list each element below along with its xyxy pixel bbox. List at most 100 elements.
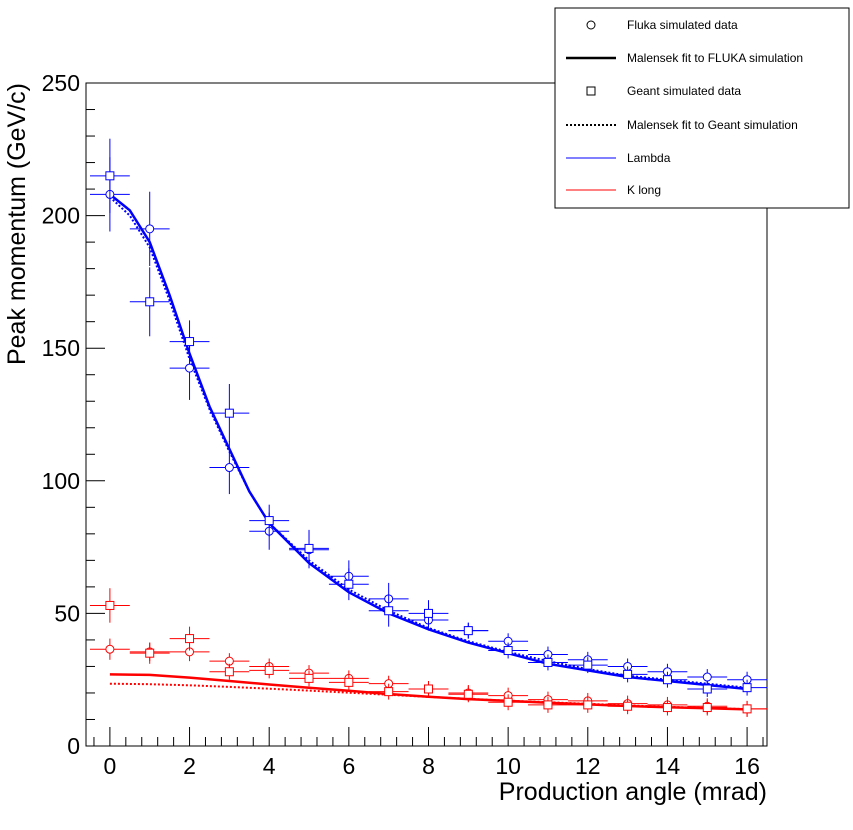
x-tick-label: 4: [263, 753, 276, 779]
data-point: [249, 662, 290, 679]
data-point: [209, 663, 250, 680]
legend-label: Fluka simulated data: [627, 18, 738, 32]
square-marker: [304, 673, 314, 683]
data-point: [249, 504, 290, 537]
circle-marker: [224, 463, 234, 473]
square-marker: [583, 700, 593, 710]
data-point: [727, 679, 767, 696]
x-tick-label: 14: [655, 753, 681, 779]
legend-label: Malensek fit to FLUKA simulation: [627, 51, 803, 65]
square-marker: [224, 667, 234, 677]
square-marker: [145, 297, 155, 307]
data-point: [368, 683, 409, 700]
y-tick-label: 0: [67, 733, 80, 759]
legend-entry: Malensek fit to Geant simulation: [566, 118, 798, 132]
square-marker: [463, 689, 473, 699]
x-tick-label: 0: [103, 753, 116, 779]
square-marker: [304, 543, 314, 553]
data-point: [488, 694, 529, 711]
data-point: [488, 642, 529, 659]
x-tick-label: 16: [734, 753, 760, 779]
legend-entry: K long: [566, 183, 661, 197]
data-point: [169, 626, 210, 651]
plot-frame: [85, 82, 768, 747]
data-point: [687, 699, 728, 716]
square-marker: [583, 660, 593, 670]
square-marker: [145, 648, 155, 658]
legend-box: [554, 7, 850, 209]
data-point: [408, 600, 449, 627]
data-point: [89, 588, 130, 623]
square-marker: [185, 337, 195, 347]
legend-label: Malensek fit to Geant simulation: [627, 118, 798, 132]
legend-circle-icon: [586, 20, 596, 30]
square-marker: [344, 677, 354, 687]
x-tick-label: 10: [495, 753, 521, 779]
data-point: [607, 698, 648, 715]
data-point: [647, 699, 688, 716]
plot-data: [89, 138, 767, 717]
data-point: [129, 642, 170, 664]
square-marker: [702, 684, 712, 694]
square-marker: [503, 646, 513, 656]
y-tick-label: 100: [42, 468, 80, 494]
y-tick-label: 150: [42, 335, 80, 361]
x-tick-label: 12: [575, 753, 601, 779]
y-tick-label: 250: [42, 70, 80, 96]
data-point: [727, 700, 767, 717]
data-point: [129, 267, 170, 337]
square-marker: [543, 657, 553, 667]
legend-entry: Lambda: [566, 151, 671, 165]
square-marker: [662, 703, 672, 713]
legend-label: Geant simulated data: [627, 84, 741, 98]
square-marker: [742, 704, 752, 714]
data-point: [528, 696, 568, 713]
square-marker: [264, 665, 274, 675]
square-marker: [185, 634, 195, 644]
legend-square-icon: [586, 86, 596, 96]
legend-entry: Malensek fit to FLUKA simulation: [566, 51, 803, 65]
data-point: [89, 138, 130, 213]
data-point: [169, 320, 210, 363]
square-marker: [423, 684, 433, 694]
legend-label: K long: [627, 183, 661, 197]
x-tick-label: 8: [422, 753, 435, 779]
plot-area-frame: [85, 82, 768, 747]
data-point: [607, 666, 648, 683]
legend-entry: Geant simulated data: [586, 84, 741, 98]
square-marker: [463, 626, 473, 636]
data-point: [328, 568, 369, 601]
data-point: [209, 384, 250, 443]
square-marker: [264, 516, 274, 526]
legend-entry: Fluka simulated data: [586, 18, 738, 32]
data-point: [567, 657, 608, 674]
square-marker: [423, 608, 433, 618]
square-marker: [105, 171, 115, 181]
y-tick-label: 200: [42, 203, 80, 229]
circle-marker: [145, 224, 155, 234]
data-point: [368, 594, 409, 627]
square-marker: [105, 600, 115, 610]
square-marker: [384, 606, 394, 616]
data-point: [289, 670, 329, 687]
square-marker: [662, 675, 672, 685]
square-marker: [503, 697, 513, 707]
square-marker: [623, 669, 633, 679]
square-marker: [344, 579, 354, 589]
plot-axes: 0 2 4 6 8 10 12 14 16 0 50 100 150 200 250 Production a…: [3, 70, 767, 806]
data-point: [567, 696, 608, 713]
data-point: [448, 622, 489, 639]
data-point: [448, 686, 489, 703]
data-point: [408, 681, 449, 697]
data-point: [289, 529, 329, 567]
legend: Fluka simulated data Malensek fit to FLUK…: [554, 7, 850, 209]
square-marker: [702, 703, 712, 713]
square-marker: [742, 683, 752, 693]
data-point: [89, 638, 130, 660]
y-tick-label: 50: [54, 600, 80, 626]
data-point: [647, 671, 688, 688]
data-point: [129, 191, 170, 266]
square-marker: [623, 701, 633, 711]
square-marker: [384, 687, 394, 697]
